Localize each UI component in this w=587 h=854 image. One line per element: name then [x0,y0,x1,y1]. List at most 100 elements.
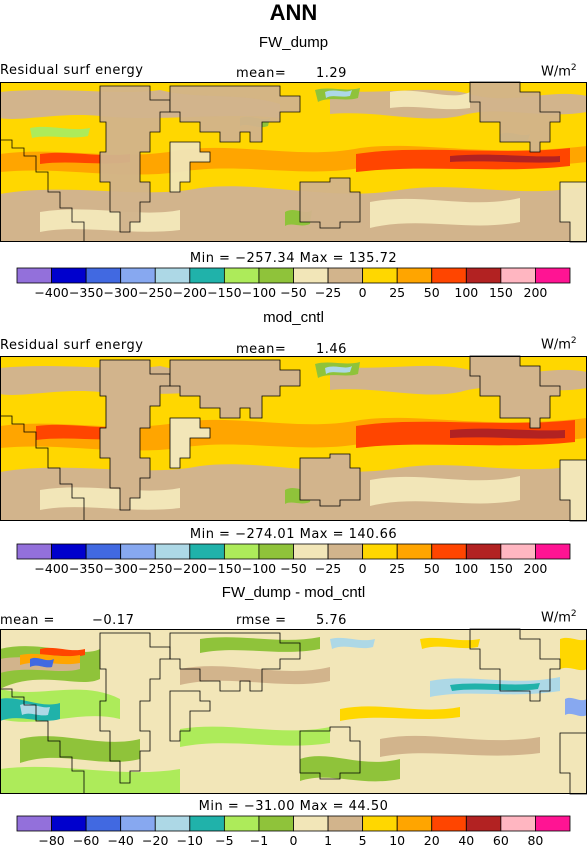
colorbar-swatch [223,267,260,284]
colorbar-swatch [120,815,156,832]
colorbar-tick-label: −150 [207,285,241,300]
colorbar-swatch [189,543,225,560]
colorbar-swatch [535,815,571,832]
colorbar-swatch [154,267,191,284]
colorbar-swatch [362,267,398,284]
colorbar-tick-label: −300 [104,285,138,300]
colorbar-tick-label: 0 [290,833,298,848]
colorbar-swatch [51,543,87,560]
colorbar-swatch [120,543,156,560]
panel-2-minmax: Min = −274.01 Max = 140.66 [189,527,398,542]
colorbar-swatch [500,543,536,560]
colorbar-tick-label: 150 [489,561,513,576]
colorbar-swatch [396,543,433,560]
colorbar-tick-label: 20 [424,833,440,848]
colorbar-swatch [465,543,502,560]
colorbar-swatch [293,543,329,560]
colorbar-swatch [223,815,260,832]
colorbar-swatch [189,815,225,832]
colorbar-swatch [51,267,87,284]
colorbar-swatch [154,815,191,832]
panel-3-units: W/m2 [541,609,577,626]
colorbar-tick-label: 60 [493,833,509,848]
colorbar-swatch [327,267,364,284]
colorbar-swatch [500,267,536,284]
colorbar-tick-label: 1 [324,833,332,848]
colorbar-tick-label: −50 [280,561,306,576]
colorbar-swatch [51,815,87,832]
colorbar-swatch [465,815,502,832]
colorbar-tick-label: −200 [173,561,207,576]
colorbar-swatch [85,267,122,284]
panel-1-units: W/m2 [541,63,577,80]
panel-1-minmax: Min = −257.34 Max = 135.72 [189,251,398,266]
colorbar-tick-label: 50 [424,561,440,576]
panel-2-units: W/m2 [541,336,577,353]
colorbar-tick-label: −40 [107,833,133,848]
panel-3-mean-value: −0.17 [92,613,135,628]
colorbar-tick-label: 50 [424,285,440,300]
colorbar-swatch [465,267,502,284]
colorbar-tick-label: 25 [389,561,405,576]
colorbar-tick-label: −100 [242,285,276,300]
colorbar-swatch [396,267,433,284]
panel-1-colorbar: −400 −350 −300 −250 −200 −150 −100 −50 −25 0 25 50 1… [16,267,571,300]
panel-3-rmse-label: rmse = [236,613,287,628]
panel-1-title: FW_dump [258,34,329,51]
panel-3-mean-label: mean = [0,613,55,628]
colorbar-tick-label: −350 [69,561,103,576]
colorbar-swatch [327,543,364,560]
colorbar-tick-label: −50 [280,285,306,300]
colorbar-swatch [535,267,571,284]
colorbar-swatch [293,815,329,832]
panel-2-colorbar: −400 −350 −300 −250 −200 −150 −100 −50 −25 0 25 50 1… [16,543,571,576]
colorbar-tick-label: −400 [34,561,68,576]
panel-1-variable-label: Residual surf energy [0,63,144,78]
colorbar-swatch [189,267,225,284]
colorbar-tick-label: −20 [142,833,168,848]
colorbar-swatch [431,267,467,284]
panel-2-mean-value: 1.46 [316,342,347,357]
colorbar-swatch [362,543,398,560]
colorbar-swatch [154,543,191,560]
panel-2-title: mod_cntl [263,309,324,326]
colorbar-tick-label: −150 [207,561,241,576]
colorbar-swatch [258,267,294,284]
page-title: ANN [269,0,318,25]
colorbar-tick-label: −100 [242,561,276,576]
colorbar-swatch [16,815,52,832]
colorbar-tick-label: 200 [524,285,548,300]
colorbar-swatch [500,815,536,832]
colorbar-tick-label: 200 [524,561,548,576]
colorbar-swatch [431,815,467,832]
panel-1-mean-label: mean= [236,66,287,81]
colorbar-tick-label: −200 [173,285,207,300]
colorbar-swatch [362,815,398,832]
colorbar-swatch [293,267,329,284]
colorbar-tick-label: −400 [34,285,68,300]
colorbar-tick-label: −1 [250,833,268,848]
colorbar-tick-label: −350 [69,285,103,300]
colorbar-tick-label: −25 [315,561,341,576]
colorbar-tick-label: 40 [458,833,474,848]
colorbar-tick-label: 80 [527,833,543,848]
colorbar-tick-label: −25 [315,285,341,300]
panel-2-map [0,355,587,522]
colorbar-tick-label: −60 [73,833,99,848]
colorbar-swatch [535,543,571,560]
colorbar-tick-label: −10 [177,833,203,848]
panel-3-minmax: Min = −31.00 Max = 44.50 [198,799,389,814]
colorbar-tick-label: −80 [38,833,64,848]
colorbar-tick-label: 0 [359,285,367,300]
land-outline-layer [0,355,587,522]
colorbar-swatch [120,267,156,284]
colorbar-tick-label: −250 [138,285,172,300]
colorbar-tick-label: 100 [454,285,478,300]
colorbar-tick-label: −250 [138,561,172,576]
panel-3-map [0,628,587,795]
panel-2-variable-label: Residual surf energy [0,338,144,353]
colorbar-tick-label: −300 [104,561,138,576]
colorbar-swatch [327,815,364,832]
colorbar-tick-label: 5 [359,833,367,848]
colorbar-swatch [16,267,52,284]
